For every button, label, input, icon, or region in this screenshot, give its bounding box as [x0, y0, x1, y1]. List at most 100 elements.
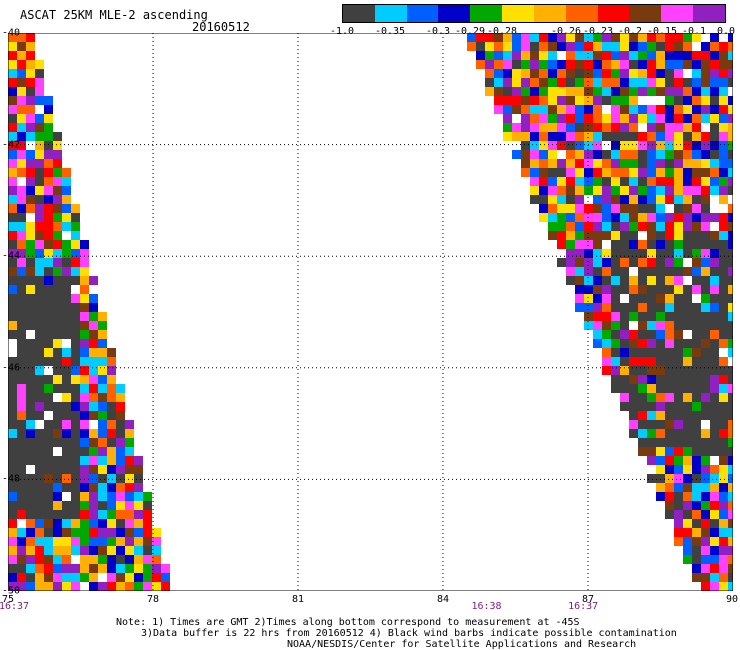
swath-cell — [665, 420, 674, 429]
swath-cell — [674, 159, 683, 168]
swath-cell — [728, 96, 733, 105]
swath-cell — [17, 141, 26, 150]
swath-cell — [620, 87, 629, 96]
swath-cell — [674, 411, 683, 420]
swath-cell — [701, 42, 710, 51]
swath-cell — [647, 87, 656, 96]
swath-cell — [62, 366, 71, 375]
swath-cell — [53, 204, 62, 213]
swath-cell — [134, 528, 143, 537]
swath-cell — [701, 240, 710, 249]
swath-cell — [548, 186, 557, 195]
swath-cell — [80, 330, 89, 339]
swath-cell — [71, 528, 80, 537]
swath-cell — [53, 375, 62, 384]
swath-cell — [107, 555, 116, 564]
swath-cell — [674, 537, 683, 546]
swath-cell — [638, 303, 647, 312]
swath-cell — [656, 168, 665, 177]
swath-cell — [26, 159, 35, 168]
swath-cell — [557, 204, 566, 213]
swath-cell — [638, 312, 647, 321]
swath-cell — [692, 555, 701, 564]
swath-map — [8, 33, 733, 591]
swath-cell — [647, 312, 656, 321]
swath-cell — [728, 141, 733, 150]
swath-cell — [719, 429, 728, 438]
swath-cell — [656, 240, 665, 249]
swath-cell — [17, 105, 26, 114]
swath-cell — [575, 69, 584, 78]
swath-cell — [53, 150, 62, 159]
swath-cell — [89, 519, 98, 528]
swath-cell — [566, 204, 575, 213]
swath-cell — [512, 51, 521, 60]
swath-cell — [584, 222, 593, 231]
swath-cell — [17, 393, 26, 402]
swath-cell — [26, 204, 35, 213]
swath-cell — [98, 375, 107, 384]
swath-cell — [98, 519, 107, 528]
swath-cell — [539, 51, 548, 60]
swath-cell — [620, 249, 629, 258]
swath-cell — [62, 222, 71, 231]
swath-cell — [62, 528, 71, 537]
swath-cell — [89, 348, 98, 357]
swath-cell — [26, 132, 35, 141]
swath-cell — [71, 519, 80, 528]
swath-cell — [89, 564, 98, 573]
swath-cell — [116, 564, 125, 573]
swath-cell — [710, 330, 719, 339]
swath-cell — [629, 186, 638, 195]
swath-cell — [674, 429, 683, 438]
swath-cell — [26, 474, 35, 483]
swath-cell — [728, 69, 733, 78]
swath-cell — [26, 276, 35, 285]
swath-cell — [71, 375, 80, 384]
swath-cell — [62, 204, 71, 213]
swath-cell — [701, 411, 710, 420]
swath-cell — [719, 60, 728, 69]
swath-cell — [98, 438, 107, 447]
swath-cell — [728, 231, 733, 240]
swath-cell — [620, 150, 629, 159]
swath-cell — [17, 132, 26, 141]
swath-cell — [575, 141, 584, 150]
swath-cell — [17, 492, 26, 501]
swath-cell — [683, 339, 692, 348]
swath-cell — [17, 555, 26, 564]
swath-cell — [719, 492, 728, 501]
swath-cell — [8, 393, 17, 402]
map-title: ASCAT 25KM MLE-2 ascending — [20, 8, 208, 22]
swath-cell — [620, 141, 629, 150]
swath-cell — [125, 537, 134, 546]
swath-cell — [656, 249, 665, 258]
swath-cell — [530, 141, 539, 150]
swath-cell — [620, 114, 629, 123]
swath-cell — [80, 357, 89, 366]
swath-cell — [71, 465, 80, 474]
swath-cell — [53, 546, 62, 555]
swath-cell — [638, 114, 647, 123]
swath-cell — [602, 330, 611, 339]
swath-cell — [35, 555, 44, 564]
swath-cell — [665, 447, 674, 456]
swath-cell — [44, 510, 53, 519]
swath-cell — [575, 285, 584, 294]
swath-cell — [521, 105, 530, 114]
swath-cell — [8, 69, 17, 78]
swath-cell — [710, 339, 719, 348]
swath-cell — [17, 204, 26, 213]
swath-cell — [8, 429, 17, 438]
swath-cell — [692, 429, 701, 438]
swath-cell — [17, 51, 26, 60]
swath-cell — [719, 501, 728, 510]
swath-cell — [107, 528, 116, 537]
swath-cell — [710, 231, 719, 240]
swath-cell — [548, 141, 557, 150]
swath-cell — [134, 474, 143, 483]
swath-cell — [17, 159, 26, 168]
swath-cell — [602, 357, 611, 366]
swath-cell — [512, 42, 521, 51]
swath-cell — [575, 42, 584, 51]
